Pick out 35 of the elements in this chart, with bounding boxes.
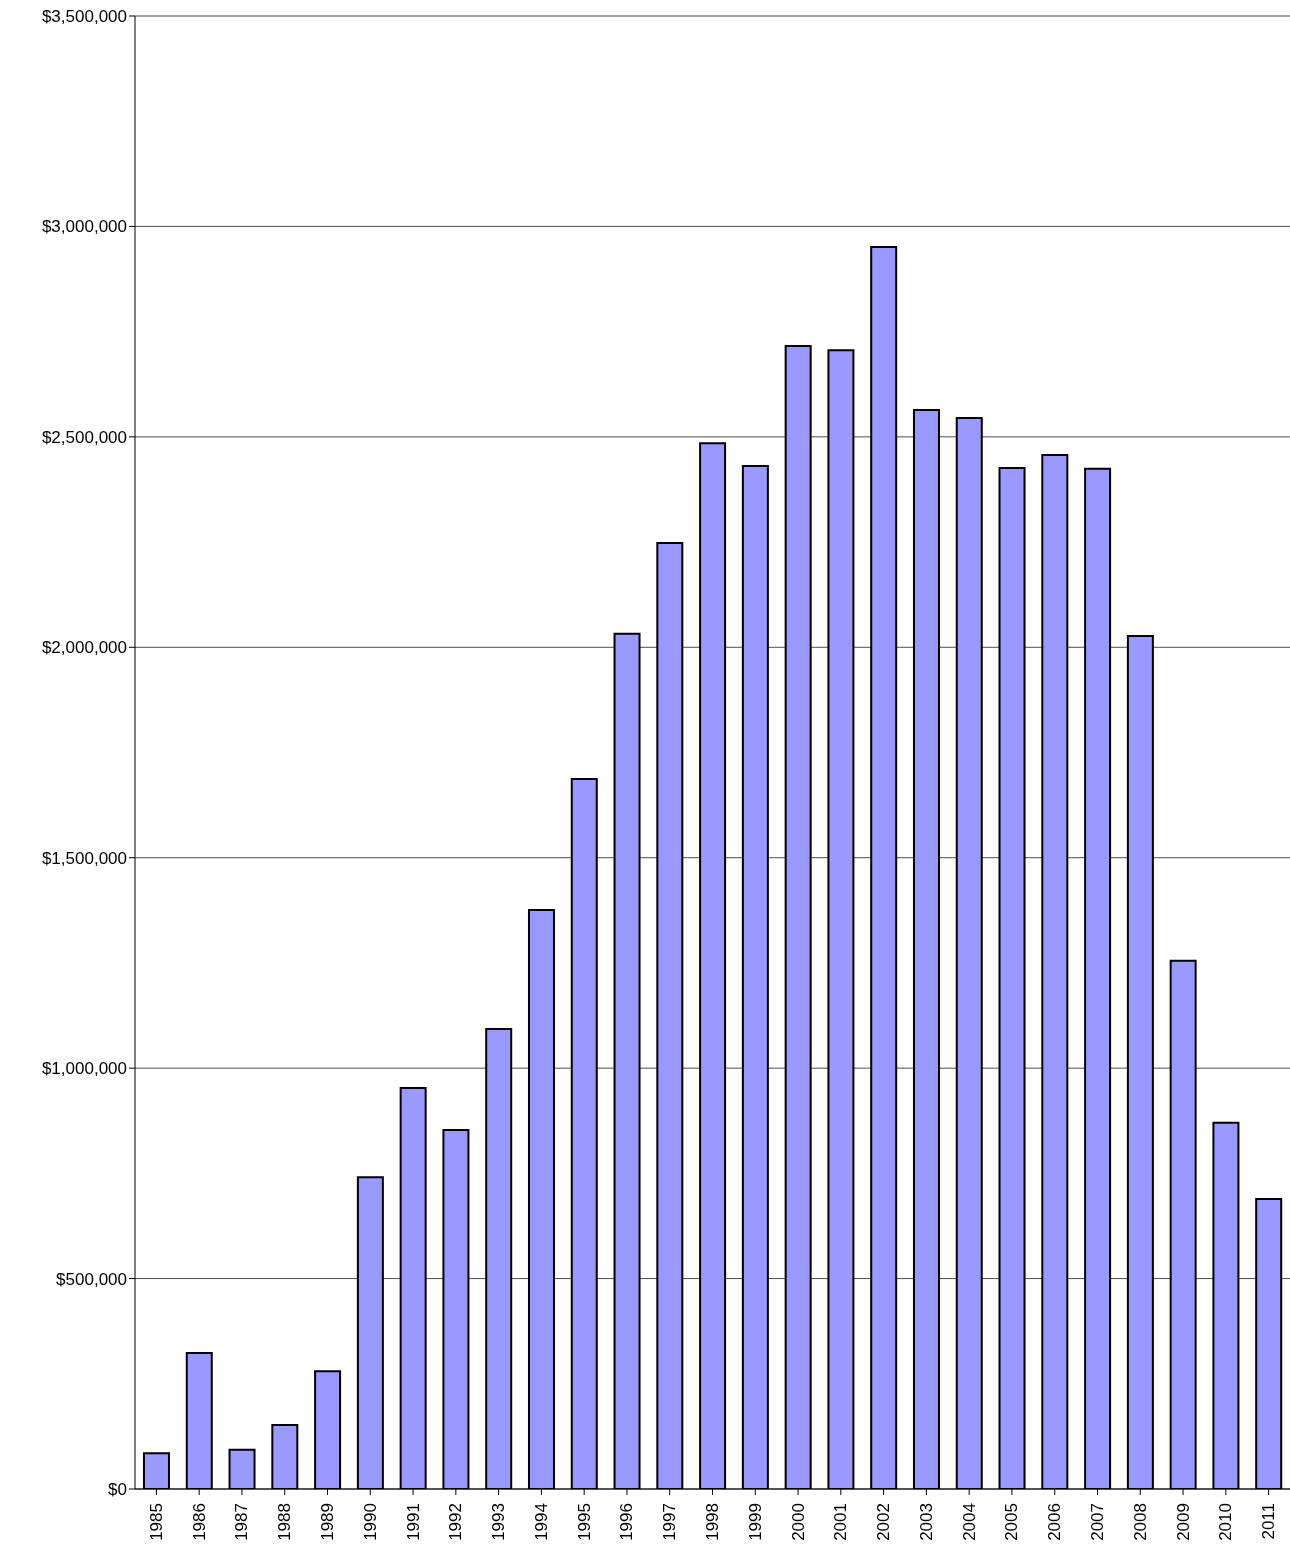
y-tick-label: $500,000 (56, 1269, 127, 1289)
x-tick-label: 1997 (660, 1503, 680, 1541)
x-tick-label: 2007 (1088, 1503, 1107, 1541)
x-tick-label: 1987 (232, 1503, 252, 1541)
x-tick-label: 2010 (1216, 1503, 1236, 1541)
x-tick-label: 2011 (1259, 1503, 1279, 1540)
x-tick-label: 1990 (360, 1503, 380, 1541)
y-tick-label: $1,500,000 (41, 848, 127, 868)
x-tick-label: 1994 (531, 1503, 551, 1541)
y-tick-label: $0 (108, 1480, 127, 1500)
x-tick-label: 1992 (446, 1503, 466, 1541)
y-tick-label: $2,500,000 (41, 427, 127, 447)
x-tick-label: 2009 (1173, 1503, 1193, 1541)
x-tick-label: 2000 (788, 1503, 808, 1541)
x-tick-label: 1989 (318, 1503, 337, 1541)
x-tick-label: 1988 (275, 1503, 295, 1541)
x-tick-label: 2002 (874, 1503, 894, 1541)
x-tick-label: 2001 (831, 1503, 851, 1541)
y-tick-label: $3,500,000 (41, 7, 127, 27)
x-tick-label: 1986 (189, 1503, 209, 1541)
y-tick-label: $1,000,000 (41, 1059, 127, 1079)
x-tick-label: 2005 (1002, 1503, 1022, 1541)
x-tick-label: 1999 (745, 1503, 765, 1541)
y-tick-label: $2,000,000 (41, 638, 127, 658)
y-tick-label: $3,000,000 (41, 217, 127, 237)
x-tick-label: 2004 (959, 1503, 979, 1541)
x-tick-label: 2006 (1045, 1503, 1065, 1541)
x-tick-label: 1993 (489, 1503, 509, 1541)
x-tick-label: 1991 (403, 1503, 423, 1541)
x-tick-label: 1996 (617, 1503, 637, 1541)
x-tick-label: 1995 (574, 1503, 594, 1541)
x-tick-label: 2008 (1130, 1503, 1150, 1541)
x-tick-label: 1985 (146, 1503, 166, 1541)
x-tick-label: 1998 (703, 1503, 722, 1541)
x-tick-label: 2003 (916, 1503, 936, 1541)
